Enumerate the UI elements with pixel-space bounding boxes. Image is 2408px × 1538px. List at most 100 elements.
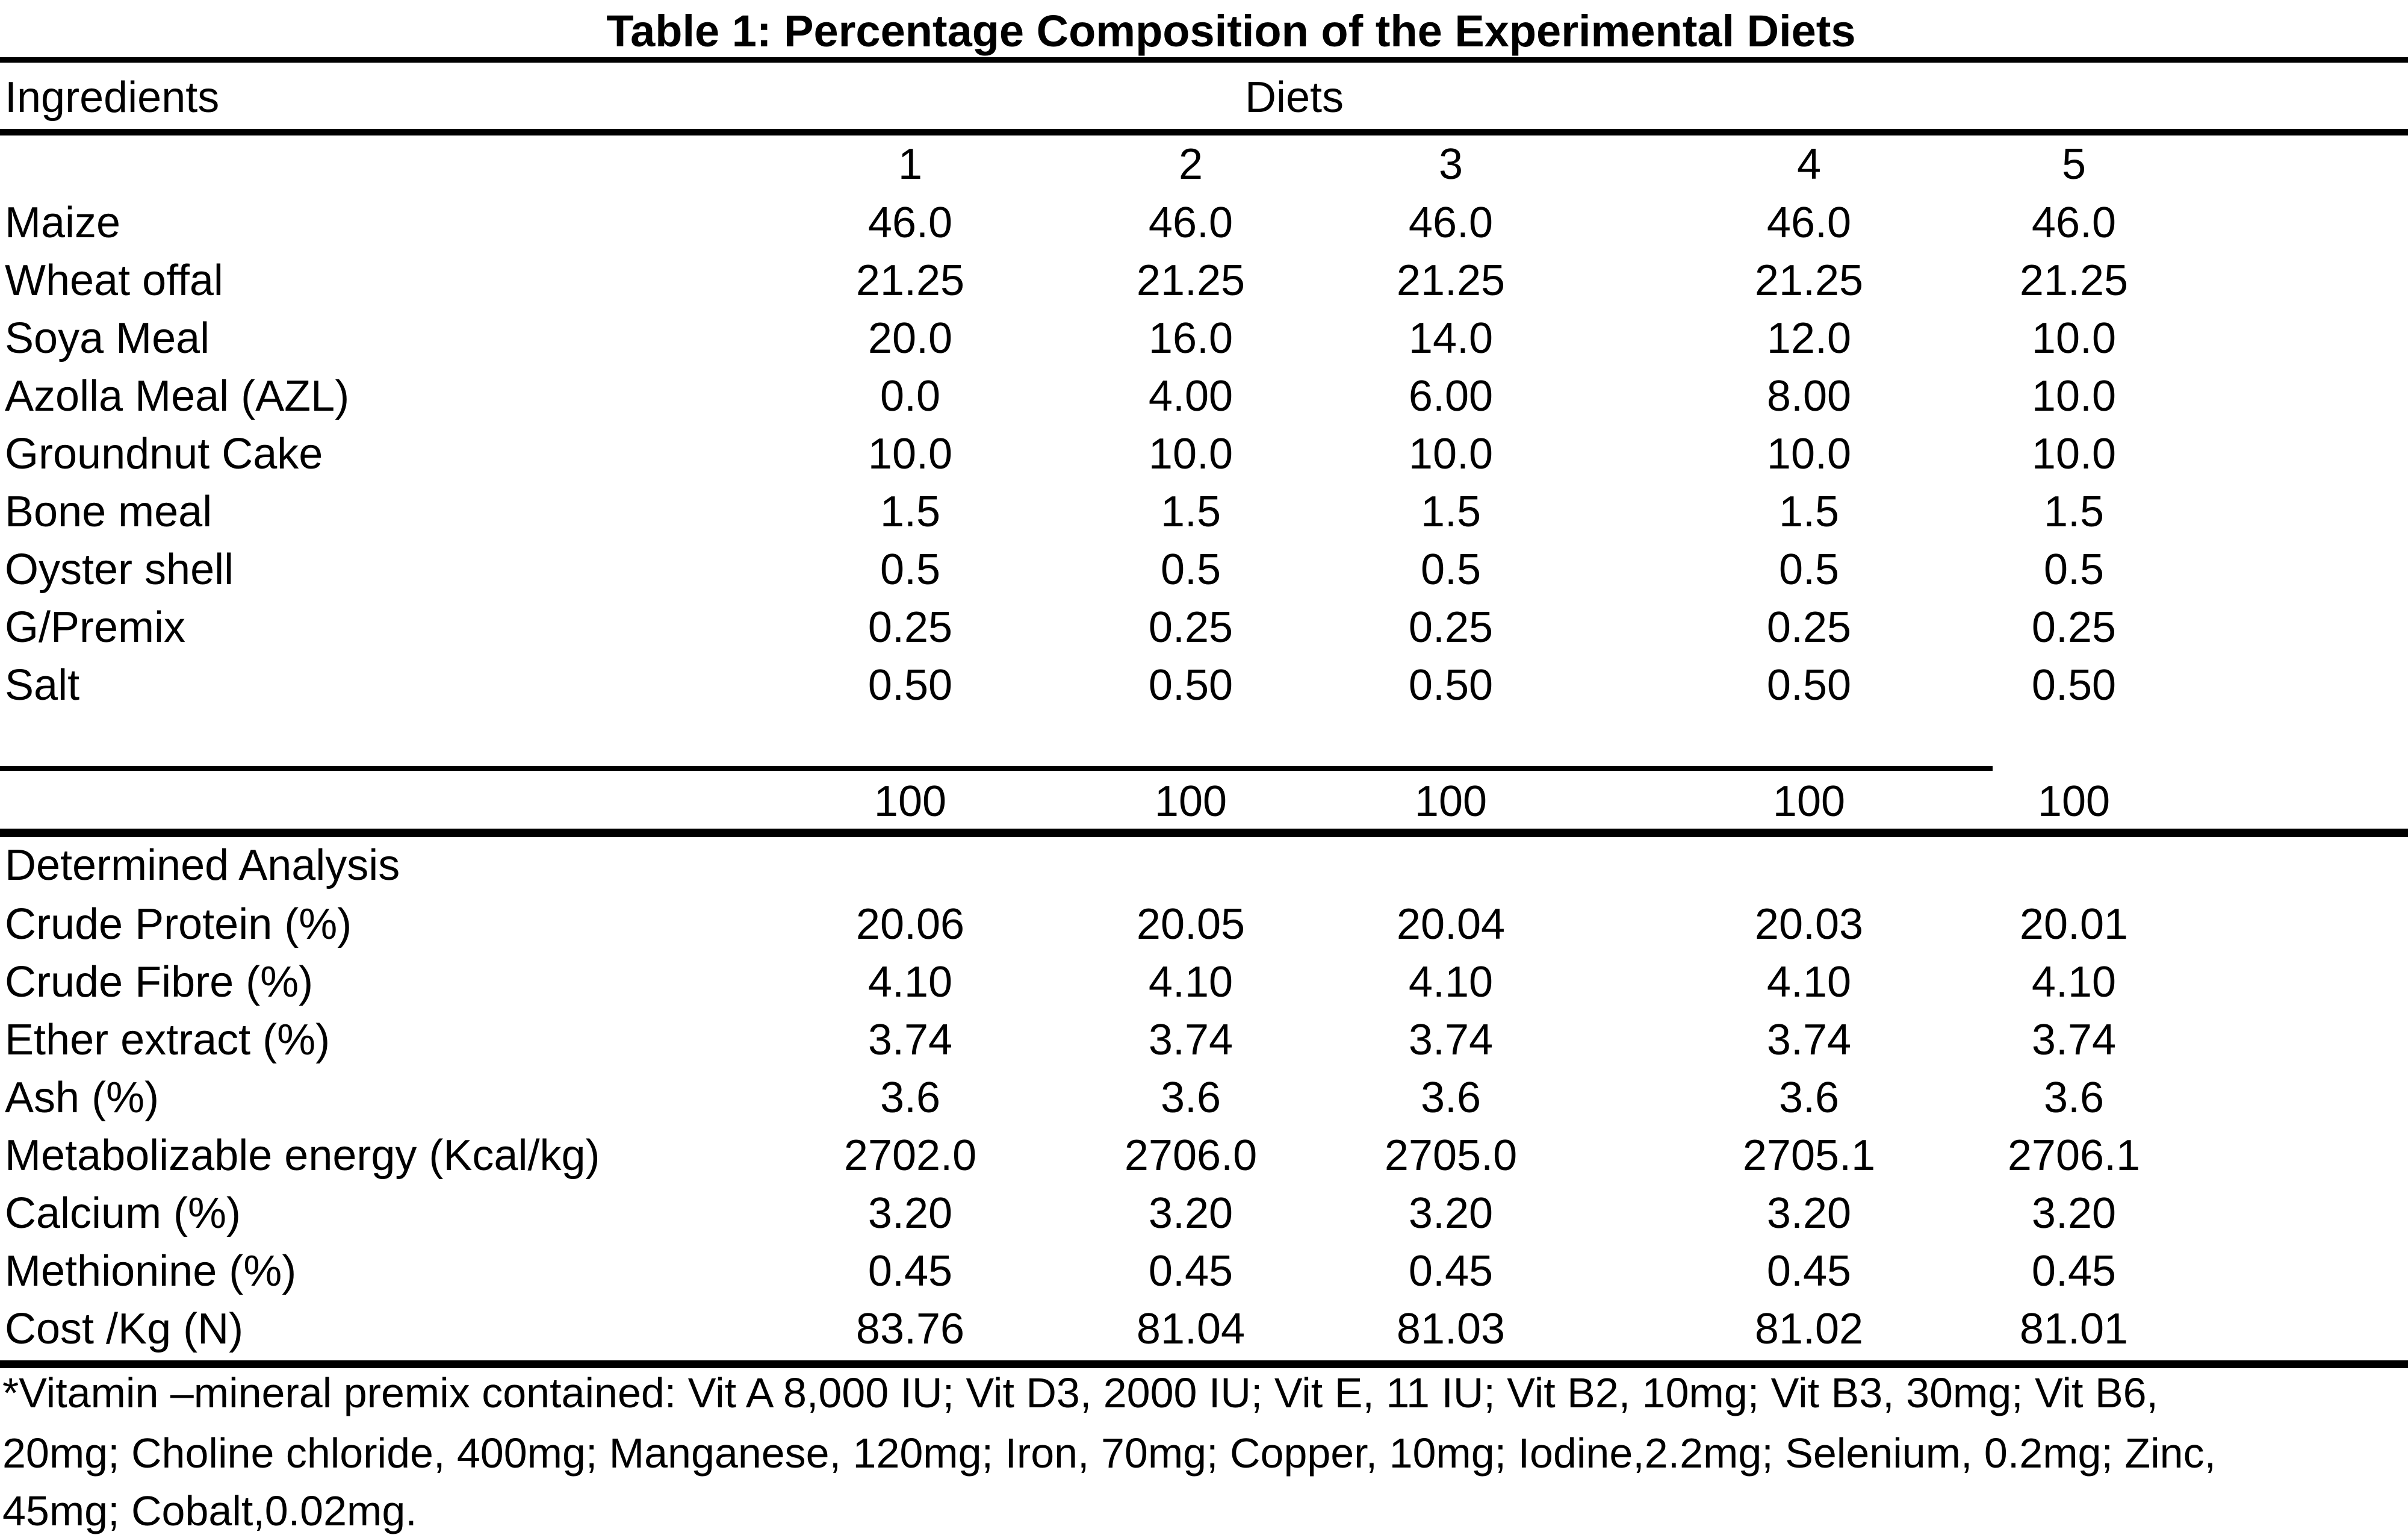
ingredient-row-value-diet-1: 0.50	[867, 661, 953, 709]
analysis-row-value-diet-3: 3.74	[1408, 1016, 1494, 1064]
ingredient-row-value-diet-2: 16.0	[1148, 314, 1233, 363]
horizontal-rule-under-header	[0, 129, 2408, 135]
ingredient-row-label: Bone meal	[5, 488, 213, 536]
ingredient-row-value-diet-3: 46.0	[1408, 199, 1494, 247]
ingredient-row-value-diet-4: 1.5	[1778, 488, 1840, 536]
ingredient-row-value-diet-1: 0.25	[867, 603, 953, 652]
ingredient-row-label: Wheat offal	[5, 257, 223, 305]
analysis-row-label: Calcium (%)	[5, 1189, 241, 1238]
analysis-row-value-diet-5: 3.74	[2031, 1016, 2117, 1064]
ingredient-row-value-diet-4: 10.0	[1766, 430, 1852, 478]
horizontal-rule-bottom	[0, 1360, 2408, 1368]
ingredient-row-value-diet-1: 46.0	[867, 199, 953, 247]
analysis-row-value-diet-5: 3.20	[2031, 1189, 2117, 1238]
ingredient-row-value-diet-4: 0.50	[1766, 661, 1852, 709]
ingredient-row-label: G/Premix	[5, 603, 186, 652]
ingredient-row-value-diet-2: 46.0	[1148, 199, 1233, 247]
ingredient-row-label: Oyster shell	[5, 546, 234, 594]
analysis-row-value-diet-4: 81.02	[1754, 1305, 1864, 1353]
analysis-row-value-diet-4: 3.74	[1766, 1016, 1852, 1064]
analysis-row-value-diet-5: 2706.1	[2007, 1132, 2141, 1180]
analysis-row-value-diet-1: 20.06	[855, 900, 965, 948]
analysis-row-value-diet-2: 3.6	[1160, 1074, 1221, 1122]
ingredient-row-value-diet-3: 10.0	[1408, 430, 1494, 478]
analysis-row-value-diet-4: 0.45	[1766, 1247, 1852, 1295]
horizontal-rule-partial	[0, 766, 1993, 771]
analysis-row-value-diet-3: 0.45	[1408, 1247, 1494, 1295]
ingredient-row-value-diet-5: 0.50	[2031, 661, 2117, 709]
ingredient-row-value-diet-1: 0.0	[880, 372, 941, 420]
ingredient-row-value-diet-1: 10.0	[867, 430, 953, 478]
analysis-row-value-diet-2: 2706.0	[1124, 1132, 1258, 1180]
analysis-row-label: Ether extract (%)	[5, 1016, 330, 1064]
ingredient-row-value-diet-5: 10.0	[2031, 372, 2117, 420]
analysis-row-value-diet-1: 3.74	[867, 1016, 953, 1064]
analysis-row-value-diet-1: 4.10	[867, 958, 953, 1006]
analysis-row-value-diet-4: 3.6	[1778, 1074, 1840, 1122]
ingredient-row-label: Azolla Meal (AZL)	[5, 372, 350, 420]
analysis-row-value-diet-4: 20.03	[1754, 900, 1864, 948]
ingredient-row-value-diet-4: 8.00	[1766, 372, 1852, 420]
analysis-row-value-diet-5: 81.01	[2019, 1305, 2129, 1353]
ingredient-row-value-diet-5: 0.25	[2031, 603, 2117, 652]
ingredient-row-value-diet-2: 1.5	[1160, 488, 1221, 536]
analysis-row-value-diet-3: 3.6	[1420, 1074, 1482, 1122]
ingredient-row-value-diet-4: 0.5	[1778, 546, 1840, 594]
ingredient-row-value-diet-1: 0.5	[880, 546, 941, 594]
footnote-line-3: 45mg; Cobalt,0.02mg.	[2, 1487, 417, 1534]
analysis-row-value-diet-2: 20.05	[1136, 900, 1246, 948]
table-title: Table 1: Percentage Composition of the E…	[606, 6, 1856, 56]
ingredient-row-value-diet-2: 0.25	[1148, 603, 1233, 652]
analysis-row-value-diet-3: 20.04	[1396, 900, 1506, 948]
analysis-row-value-diet-1: 3.20	[867, 1189, 953, 1238]
horizontal-rule-top	[0, 57, 2408, 63]
ingredient-row-value-diet-3: 21.25	[1396, 257, 1506, 305]
analysis-row-value-diet-3: 81.03	[1396, 1305, 1506, 1353]
column-header-ingredients: Ingredients	[5, 73, 220, 122]
analysis-row-value-diet-2: 3.74	[1148, 1016, 1233, 1064]
ingredient-row-value-diet-1: 1.5	[880, 488, 941, 536]
analysis-row-label: Cost /Kg (N)	[5, 1305, 244, 1353]
analysis-row-value-diet-3: 3.20	[1408, 1189, 1494, 1238]
ingredient-row-value-diet-2: 4.00	[1148, 372, 1233, 420]
section-label-determined-analysis: Determined Analysis	[5, 841, 400, 889]
ingredient-row-value-diet-5: 0.5	[2043, 546, 2105, 594]
ingredient-row-value-diet-3: 14.0	[1408, 314, 1494, 363]
analysis-row-label: Crude Protein (%)	[5, 900, 352, 948]
analysis-row-value-diet-2: 4.10	[1148, 958, 1233, 1006]
analysis-row-value-diet-3: 2705.0	[1384, 1132, 1518, 1180]
analysis-row-value-diet-1: 3.6	[880, 1074, 941, 1122]
analysis-row-value-diet-3: 4.10	[1408, 958, 1494, 1006]
ingredient-row-value-diet-1: 20.0	[867, 314, 953, 363]
ingredient-row-value-diet-2: 0.50	[1148, 661, 1233, 709]
analysis-row-value-diet-4: 4.10	[1766, 958, 1852, 1006]
diet-column-header-1: 1	[898, 140, 923, 188]
analysis-row-label: Ash (%)	[5, 1074, 160, 1122]
ingredient-row-value-diet-5: 46.0	[2031, 199, 2117, 247]
analysis-row-value-diet-1: 0.45	[867, 1247, 953, 1295]
analysis-row-value-diet-5: 3.6	[2043, 1074, 2105, 1122]
analysis-row-value-diet-4: 3.20	[1766, 1189, 1852, 1238]
footnote-line-1: *Vitamin –mineral premix contained: Vit …	[2, 1369, 2159, 1416]
ingredient-row-value-diet-3: 6.00	[1408, 372, 1494, 420]
analysis-row-value-diet-1: 2702.0	[843, 1132, 977, 1180]
analysis-row-value-diet-2: 81.04	[1136, 1305, 1246, 1353]
ingredient-row-value-diet-4: 21.25	[1754, 257, 1864, 305]
total-row-value-diet-1: 100	[874, 777, 947, 826]
analysis-row-label: Crude Fibre (%)	[5, 958, 314, 1006]
ingredient-row-value-diet-3: 0.50	[1408, 661, 1494, 709]
analysis-row-value-diet-5: 20.01	[2019, 900, 2129, 948]
ingredient-row-value-diet-2: 10.0	[1148, 430, 1233, 478]
analysis-row-label: Methionine (%)	[5, 1247, 297, 1295]
ingredient-row-value-diet-2: 0.5	[1160, 546, 1221, 594]
diet-column-header-3: 3	[1438, 140, 1463, 188]
diet-column-header-5: 5	[2061, 140, 2087, 188]
ingredient-row-value-diet-3: 1.5	[1420, 488, 1482, 536]
analysis-row-value-diet-1: 83.76	[855, 1305, 965, 1353]
ingredient-row-value-diet-4: 46.0	[1766, 199, 1852, 247]
horizontal-rule-thick-middle	[0, 829, 2408, 837]
ingredient-row-value-diet-1: 21.25	[855, 257, 965, 305]
total-row-value-diet-2: 100	[1154, 777, 1227, 826]
ingredient-row-label: Maize	[5, 199, 121, 247]
